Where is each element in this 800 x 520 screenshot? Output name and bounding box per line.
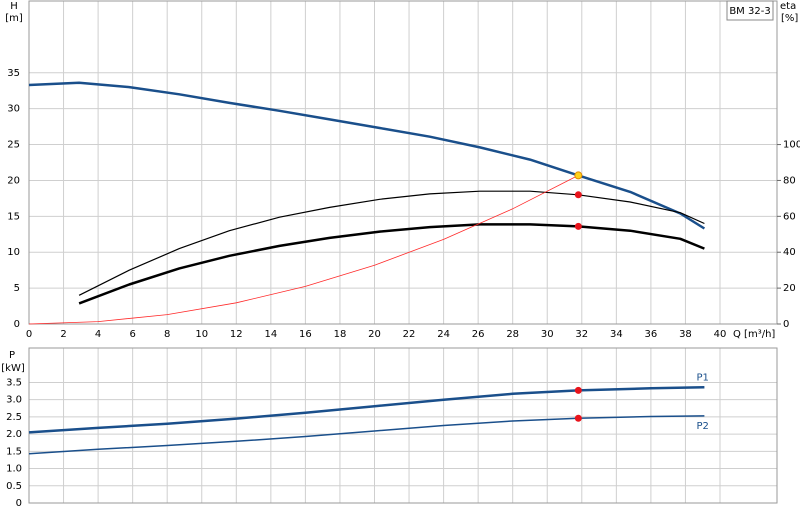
x-tick-label: 8: [164, 329, 170, 340]
curve: [78, 223, 705, 305]
operating-point: [574, 222, 582, 230]
y-axis-label: P: [9, 350, 15, 361]
y2-axis-unit: [%]: [781, 13, 798, 24]
y2-tick-label: 0: [783, 319, 789, 330]
x-tick-label: 24: [437, 329, 450, 340]
x-tick-label: 28: [506, 329, 519, 340]
y-tick-label: 3.0: [6, 395, 22, 406]
y-tick-label: 15: [7, 211, 20, 222]
chart-title: BM 32-3: [729, 6, 770, 17]
y-axis-label: H: [10, 1, 18, 12]
operating-point: [574, 171, 583, 180]
y-axis-unit: [m]: [5, 13, 23, 24]
y2-tick-label: 80: [783, 175, 796, 186]
y-tick-label: 0.5: [6, 481, 22, 492]
x-tick-label: 16: [299, 329, 312, 340]
curve: [28, 386, 705, 434]
x-tick-label: 12: [230, 329, 243, 340]
x-tick-label: 14: [264, 329, 277, 340]
y-tick-label: 30: [7, 104, 20, 115]
curve: [28, 81, 706, 230]
x-tick-label: 38: [679, 329, 692, 340]
y-tick-label: 2.5: [6, 412, 22, 423]
title-box: [726, 0, 774, 21]
curve: [78, 190, 705, 296]
y2-axis-label: eta: [780, 1, 796, 12]
x-axis-label: Q [m³/h]: [733, 329, 775, 340]
y2-tick-label: 20: [783, 283, 796, 294]
y-tick-label: 0: [14, 319, 20, 330]
y-tick-label: 10: [7, 247, 20, 258]
curve: [28, 415, 705, 455]
x-tick-label: 0: [26, 329, 32, 340]
x-tick-label: 32: [575, 329, 588, 340]
x-tick-label: 34: [610, 329, 623, 340]
x-tick-label: 18: [334, 329, 347, 340]
x-tick-label: 30: [541, 329, 554, 340]
y-tick-label: 2.0: [6, 429, 22, 440]
y-tick-label: 20: [7, 175, 20, 186]
y2-tick-label: 60: [783, 211, 796, 222]
y-tick-label: 1.5: [6, 446, 22, 457]
bottom-plot-frame: [28, 347, 778, 504]
operating-point: [574, 191, 582, 199]
y-axis-unit: [kW]: [1, 363, 25, 374]
x-tick-label: 10: [195, 329, 208, 340]
y-tick-label: 0: [16, 498, 22, 509]
x-tick-label: 4: [95, 329, 101, 340]
y-tick-label: 3.5: [6, 377, 22, 388]
operating-point: [574, 386, 582, 394]
y-tick-label: 35: [7, 68, 20, 79]
operating-point: [574, 414, 582, 422]
x-tick-label: 20: [368, 329, 381, 340]
curve: [28, 175, 579, 325]
series-label: P2: [696, 421, 708, 432]
x-tick-label: 6: [129, 329, 135, 340]
x-tick-label: 22: [403, 329, 416, 340]
y2-tick-label: 40: [783, 247, 796, 258]
y-tick-label: 5: [14, 283, 20, 294]
series-label: P1: [696, 372, 708, 383]
top-plot-frame: [28, 0, 778, 325]
y-tick-label: 25: [7, 140, 20, 151]
x-tick-label: 36: [645, 329, 658, 340]
x-tick-label: 26: [472, 329, 485, 340]
x-tick-label: 40: [714, 329, 727, 340]
y-tick-label: 1.0: [6, 464, 22, 475]
x-tick-label: 2: [60, 329, 66, 340]
y2-tick-label: 100: [783, 140, 800, 151]
